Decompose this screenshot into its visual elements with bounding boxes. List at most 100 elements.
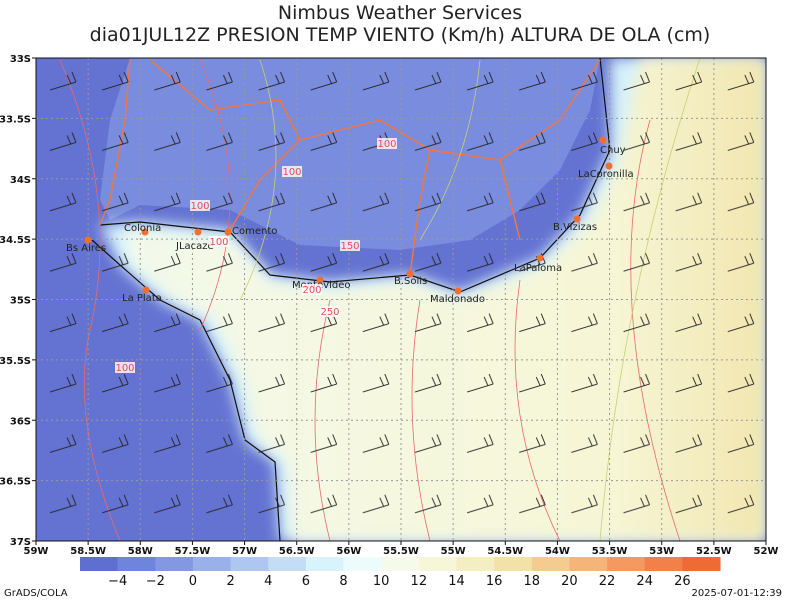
place-marker <box>605 162 613 170</box>
contour-label: 200 <box>302 285 321 296</box>
colorbar-swatch <box>418 557 457 571</box>
place-marker <box>141 228 149 236</box>
lat-label: 34.5S <box>0 235 31 246</box>
contour-label-bg <box>377 138 397 149</box>
colorbar-label: 0 <box>189 574 197 589</box>
place-label: Colonia <box>124 223 161 234</box>
lon-label: 53.5W <box>592 546 628 557</box>
lon-label: 54W <box>545 546 570 557</box>
colorbar-swatch <box>80 557 119 571</box>
place-label: Maldonado <box>430 294 485 305</box>
lon-label: 54.5W <box>487 546 523 557</box>
lat-label: 35S <box>10 296 31 307</box>
place-marker <box>194 228 202 236</box>
colorbar-swatch <box>343 557 382 571</box>
lon-label: 55.5W <box>383 546 419 557</box>
colorbar-swatch <box>381 557 420 571</box>
contour-label-bg <box>340 240 360 251</box>
contour-label: 100 <box>115 363 134 374</box>
place-marker <box>316 276 324 284</box>
colorbar-label: 4 <box>264 574 272 589</box>
lon-label: 53W <box>649 546 674 557</box>
place-marker <box>454 287 462 295</box>
place-label: LaPaloma <box>514 263 562 274</box>
footer-left: GrADS/COLA <box>4 588 68 599</box>
places: Bs AiresColoniaJLacazeComentoMontevideoL… <box>66 136 634 374</box>
lon-label: 56.5W <box>279 546 315 557</box>
lat-label: 33.5S <box>0 114 31 125</box>
place-marker <box>224 228 232 236</box>
contour-label: 150 <box>340 241 359 252</box>
contour-label: 100 <box>190 201 209 212</box>
colorbar-label: 24 <box>636 574 653 589</box>
title: Nimbus Weather Services <box>278 2 522 24</box>
place-label: B.Solis <box>394 276 427 287</box>
lon-label: 52W <box>754 546 779 557</box>
contour-label-bg <box>209 236 229 247</box>
contour-label-bg <box>282 166 302 177</box>
lat-label: 36S <box>10 416 31 427</box>
contour-label: 100 <box>377 139 396 150</box>
grid <box>36 58 766 541</box>
contour-label-bg <box>302 284 322 295</box>
contour-label: 250 <box>320 307 339 318</box>
colorbar-swatch <box>117 557 156 571</box>
place-label: LaCoronilla <box>578 169 634 180</box>
lat-label: 36.5S <box>0 477 31 488</box>
colorbar-swatch <box>607 557 646 571</box>
colorbar-label: 26 <box>674 574 691 589</box>
colorbar-swatch <box>569 557 608 571</box>
colorbar-label: 14 <box>448 574 465 589</box>
place-marker <box>573 215 581 223</box>
colorbar-label: 2 <box>226 574 234 589</box>
colorbar-swatch <box>155 557 194 571</box>
lon-label: 58.5W <box>70 546 106 557</box>
subtitle: dia01JUL12Z PRESION TEMP VIENTO (Km/h) A… <box>90 24 711 46</box>
lat-label: 34S <box>10 175 31 186</box>
colorbar-swatch <box>305 557 345 571</box>
place-marker <box>142 286 150 294</box>
contour-label: 100 <box>209 237 228 248</box>
colorbar: −4 −2 0 2 4 6 8 10 12 14 16 18 20 22 24 26 <box>80 557 721 589</box>
place-label: B.Vizizas <box>553 222 597 233</box>
place-marker <box>84 236 92 244</box>
colorbar-label: −2 <box>146 574 165 589</box>
place-marker <box>406 270 414 278</box>
footer-right: 2025-07-01-12:39 <box>691 588 782 599</box>
place-label: JLacaze <box>175 241 214 252</box>
contour-label: 100 <box>282 167 301 178</box>
colorbar-label: 18 <box>523 574 540 589</box>
colorbar-swatch <box>230 557 269 571</box>
colorbar-swatch <box>456 557 495 571</box>
colorbar-label: 6 <box>302 574 310 589</box>
lat-label: 33S <box>10 54 31 65</box>
colorbar-label: 8 <box>339 574 347 589</box>
contour-label-bg <box>320 306 340 317</box>
lon-label: 55W <box>441 546 466 557</box>
colorbar-label: −4 <box>108 574 127 589</box>
colorbar-label: 12 <box>411 574 428 589</box>
lon-label: 57W <box>232 546 257 557</box>
colorbar-label: 10 <box>373 574 390 589</box>
place-marker <box>599 136 607 144</box>
colorbar-swatch <box>682 557 721 571</box>
lon-label: 56W <box>336 546 361 557</box>
colorbar-swatch <box>644 557 683 571</box>
map-area: Bs AiresColoniaJLacazeComentoMontevideoL… <box>36 58 766 541</box>
colorbar-swatch <box>494 557 533 571</box>
place-marker <box>536 254 544 262</box>
colorbar-swatch <box>268 557 307 571</box>
lon-label: 57.5W <box>175 546 211 557</box>
lat-label: 37S <box>10 537 31 548</box>
contour-label-bg <box>190 200 210 211</box>
lon-label: 52.5W <box>696 546 732 557</box>
colorbar-label: 16 <box>486 574 503 589</box>
lon-label: 59W <box>24 546 49 557</box>
lon-label: 58W <box>128 546 153 557</box>
place-label: La Plata <box>122 293 162 304</box>
lat-label: 35.5S <box>0 356 31 367</box>
contour-label-bg <box>115 362 135 373</box>
colorbar-label: 20 <box>561 574 578 589</box>
